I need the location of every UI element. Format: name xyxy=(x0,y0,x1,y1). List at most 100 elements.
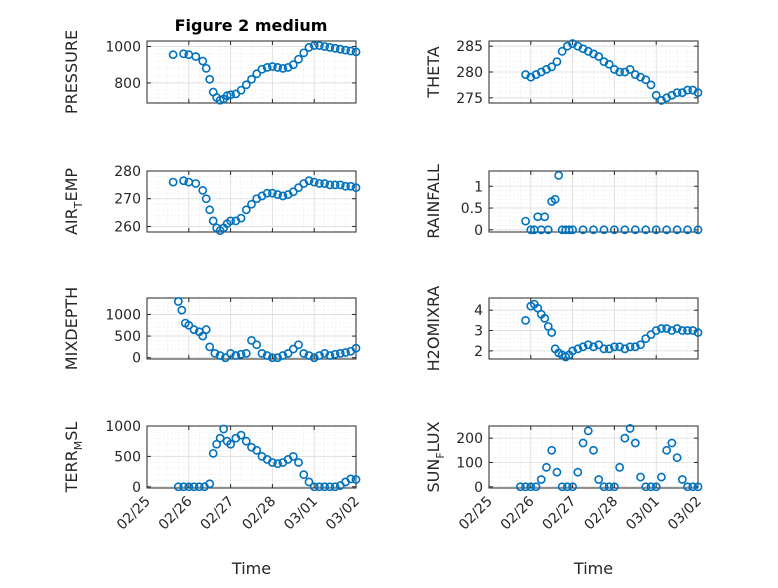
data-point xyxy=(672,225,682,235)
data-point xyxy=(677,475,687,484)
data-point xyxy=(267,188,277,198)
data-point xyxy=(615,67,625,77)
data-point xyxy=(201,63,211,73)
data-point xyxy=(179,176,188,186)
x-axis-label: Time xyxy=(231,559,271,578)
data-point xyxy=(683,326,692,335)
data-point xyxy=(521,216,530,226)
data-point xyxy=(688,326,698,335)
data-point xyxy=(226,90,235,100)
data-point xyxy=(168,50,178,60)
data-point xyxy=(205,342,215,352)
data-point xyxy=(241,436,251,446)
data-point xyxy=(651,326,661,335)
data-point xyxy=(346,474,356,484)
data-point xyxy=(220,353,230,363)
data-point xyxy=(168,177,178,187)
x-tick-label: 02/28 xyxy=(239,494,279,534)
data-point xyxy=(615,342,625,352)
data-point xyxy=(515,482,525,492)
data-point xyxy=(236,349,246,359)
data-point xyxy=(189,482,199,492)
plot-area xyxy=(489,171,698,232)
data-point xyxy=(252,69,262,79)
data-point xyxy=(179,482,188,492)
data-point xyxy=(215,433,225,443)
data-point xyxy=(672,88,682,98)
data-point xyxy=(636,472,645,482)
data-point xyxy=(672,453,682,463)
data-point xyxy=(550,194,560,204)
data-point xyxy=(693,482,703,492)
data-point xyxy=(304,42,314,52)
axes-box xyxy=(488,170,699,233)
data-point xyxy=(599,482,609,492)
data-point xyxy=(325,42,335,52)
data-point xyxy=(610,342,619,352)
plot-area xyxy=(489,426,698,488)
y-tick-label: 270 xyxy=(114,192,141,208)
data-point xyxy=(341,181,350,191)
data-point xyxy=(288,344,298,354)
data-point xyxy=(241,348,251,358)
data-point xyxy=(294,340,303,350)
data-point xyxy=(304,477,314,487)
data-point xyxy=(662,225,672,235)
data-point xyxy=(625,342,635,352)
data-point xyxy=(564,225,574,235)
data-point xyxy=(542,462,551,472)
y-tick-label: 1000 xyxy=(105,39,141,55)
subplot-terr_msl: 0 500 1000 TERRMSL 02/25 02/26 02/27 02/28 03/01… xyxy=(62,419,363,578)
data-point xyxy=(231,351,241,360)
data-point xyxy=(562,482,572,492)
figure-title: Figure 2 medium xyxy=(175,16,328,35)
data-point xyxy=(299,348,309,358)
data-point xyxy=(198,331,208,341)
data-point xyxy=(320,179,330,188)
data-point xyxy=(677,326,687,335)
data-point xyxy=(236,213,246,223)
y-tick-label: 100 xyxy=(456,455,483,471)
axes-box xyxy=(146,425,357,489)
data-point xyxy=(625,65,635,74)
y-tick-label: 500 xyxy=(114,329,141,345)
x-tick-label: 03/02 xyxy=(323,494,363,534)
y-axis-label: TERRMSL xyxy=(62,422,85,494)
y-tick-label: 280 xyxy=(456,65,483,81)
data-point xyxy=(657,324,666,333)
data-point xyxy=(646,80,656,90)
data-point xyxy=(526,225,536,235)
data-point xyxy=(288,451,298,461)
y-tick-label: 0.5 xyxy=(461,201,483,217)
data-point xyxy=(267,353,277,363)
y-tick-label: 800 xyxy=(114,76,141,92)
x-tick-label: 03/01 xyxy=(623,494,663,534)
data-point xyxy=(594,475,604,484)
data-point xyxy=(335,44,345,54)
data-point xyxy=(543,225,553,235)
data-point xyxy=(288,60,298,70)
data-point xyxy=(278,63,288,73)
data-point xyxy=(330,482,340,492)
data-point xyxy=(531,482,541,492)
data-point xyxy=(294,183,303,193)
data-point xyxy=(554,170,564,180)
data-point xyxy=(330,43,340,53)
y-tick-label: 0 xyxy=(474,223,483,239)
data-point xyxy=(252,340,262,350)
data-point xyxy=(662,324,672,333)
data-point xyxy=(351,343,361,353)
data-point xyxy=(215,351,225,360)
data-point xyxy=(683,85,692,95)
data-point xyxy=(179,49,188,59)
y-tick-label: 275 xyxy=(456,91,483,107)
data-point xyxy=(198,56,208,66)
y-tick-label: 2 xyxy=(474,344,483,360)
data-point xyxy=(315,482,324,492)
data-point xyxy=(184,320,194,330)
data-point xyxy=(526,482,536,492)
data-point xyxy=(536,475,546,484)
data-point xyxy=(226,439,235,449)
data-point xyxy=(667,438,677,448)
